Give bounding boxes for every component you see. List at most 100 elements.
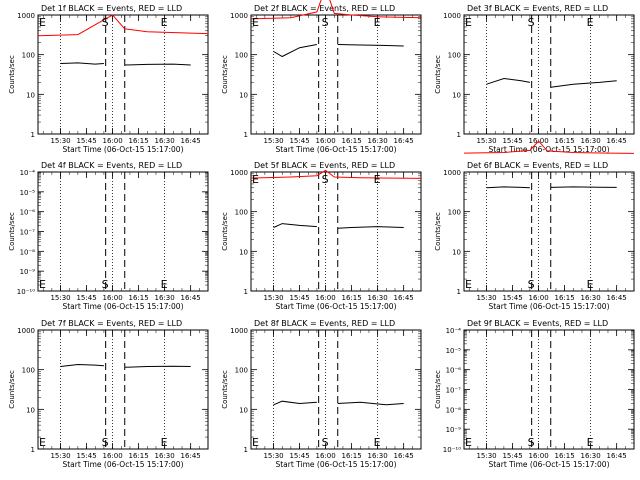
events-series-line — [60, 62, 104, 65]
x-tick-label: 16:30 — [581, 452, 601, 460]
y-tick-label: 100 — [448, 52, 461, 60]
y-tick-label: 100 — [448, 209, 461, 217]
x-tick-label: 16:15 — [129, 452, 149, 460]
marker-e-start: E — [465, 16, 472, 29]
x-axis-label: Start Time (06-Oct-15 15:17:00) — [275, 302, 396, 311]
panel-title: Det 2f BLACK = Events, RED = LLD — [254, 4, 395, 13]
events-series-line — [124, 365, 191, 368]
plot-frame — [37, 329, 209, 450]
plot-frame — [463, 14, 635, 135]
marker-s: S — [528, 16, 535, 29]
y-tick-label: 1 — [457, 131, 461, 139]
y-axis-label: Counts/sec — [8, 55, 16, 94]
x-tick-label: 16:15 — [342, 137, 362, 145]
marker-e-end: E — [374, 436, 381, 449]
y-axis-label: Counts/sec — [8, 370, 16, 409]
events-series-line — [124, 63, 191, 66]
y-tick-label: 100 — [22, 367, 35, 375]
panel-title: Det 6f BLACK = Events, RED = LLD — [467, 161, 608, 170]
x-tick-label: 16:45 — [394, 452, 414, 460]
marker-e-start: E — [39, 16, 46, 29]
panel-2: Det 2f BLACK = Events, RED = LLD 1 10 100 10… — [221, 0, 422, 154]
panel-7: Det 7f BLACK = Events, RED = LLD 1 10 100 10… — [8, 319, 209, 469]
plot-frame — [250, 14, 422, 135]
y-axis-label: Counts/sec — [221, 55, 229, 94]
marker-s: S — [322, 436, 329, 449]
y-tick-label: 10⁻⁸ — [20, 248, 36, 256]
x-tick-label: 16:45 — [607, 452, 627, 460]
x-tick-label: 16:30 — [368, 137, 388, 145]
marker-e-end: E — [374, 16, 381, 29]
y-axis-label: Counts/sec — [221, 212, 229, 251]
events-series-line — [550, 186, 617, 188]
y-tick-label: 10⁻⁷ — [446, 387, 462, 395]
panel-title: Det 3f BLACK = Events, RED = LLD — [467, 4, 608, 13]
marker-e-end: E — [587, 278, 594, 291]
events-series-line — [337, 44, 404, 47]
y-tick-label: 100 — [235, 367, 248, 375]
y-tick-label: 10⁻¹⁰ — [17, 288, 35, 296]
panel-1: Det 1f BLACK = Events, RED = LLD 1 10 100 10… — [8, 4, 209, 154]
y-tick-label: 10⁻⁴ — [20, 169, 36, 177]
x-axis-label: Start Time (06-Oct-15 15:17:00) — [62, 302, 183, 311]
x-tick-label: 16:30 — [155, 294, 175, 302]
y-tick-label: 10 — [452, 91, 461, 99]
x-tick-label: 16:15 — [342, 294, 362, 302]
y-tick-label: 10 — [26, 406, 35, 414]
events-series-line — [337, 226, 404, 229]
marker-e-end: E — [587, 16, 594, 29]
y-tick-label: 1000 — [443, 169, 461, 177]
x-tick-label: 15:30 — [263, 137, 283, 145]
x-tick-label: 15:30 — [50, 294, 70, 302]
panel-title: Det 8f BLACK = Events, RED = LLD — [254, 319, 395, 328]
y-tick-label: 1000 — [230, 12, 248, 20]
y-tick-label: 10⁻⁴ — [446, 327, 462, 335]
events-series-line — [486, 186, 530, 189]
x-tick-label: 15:30 — [263, 452, 283, 460]
plot-frame — [463, 329, 635, 450]
x-tick-label: 16:15 — [342, 452, 362, 460]
marker-e-start: E — [252, 16, 259, 29]
panel-9: Det 9f BLACK = Events, RED = LLD 10⁻¹⁰ 10⁻… — [434, 319, 635, 469]
x-tick-label: 15:45 — [76, 137, 96, 145]
events-series-line — [273, 223, 317, 228]
marker-s: S — [102, 16, 109, 29]
x-tick-label: 16:30 — [368, 294, 388, 302]
marker-e-start: E — [252, 173, 259, 186]
events-series-line — [337, 401, 404, 406]
marker-s: S — [102, 436, 109, 449]
y-tick-label: 100 — [235, 52, 248, 60]
panel-title: Det 1f BLACK = Events, RED = LLD — [41, 4, 182, 13]
y-tick-label: 10 — [239, 91, 248, 99]
panel-3: Det 3f BLACK = Events, RED = LLD 1 10 100 10… — [434, 4, 635, 154]
y-tick-label: 1 — [457, 288, 461, 296]
marker-e-start: E — [465, 278, 472, 291]
y-tick-label: 1 — [244, 131, 248, 139]
x-tick-label: 15:45 — [502, 137, 522, 145]
x-tick-label: 16:45 — [607, 137, 627, 145]
x-tick-label: 16:15 — [129, 294, 149, 302]
x-tick-label: 16:00 — [528, 452, 548, 460]
y-tick-label: 1000 — [443, 12, 461, 20]
panel-5: Det 5f BLACK = Events, RED = LLD 1 10 100 10… — [221, 161, 422, 311]
x-tick-label: 16:30 — [155, 137, 175, 145]
x-tick-label: 15:45 — [289, 294, 309, 302]
x-axis-label: Start Time (06-Oct-15 15:17:00) — [62, 145, 183, 154]
x-tick-label: 16:15 — [555, 294, 575, 302]
y-tick-label: 10⁻⁵ — [446, 347, 462, 355]
y-tick-label: 10 — [239, 406, 248, 414]
x-tick-label: 15:30 — [476, 137, 496, 145]
marker-e-end: E — [587, 436, 594, 449]
plot-frame — [463, 171, 635, 292]
y-tick-label: 10⁻⁵ — [20, 189, 36, 197]
y-tick-label: 1 — [31, 131, 35, 139]
x-tick-label: 16:45 — [394, 137, 414, 145]
lld-series-line — [250, 0, 422, 20]
plot-frame — [250, 329, 422, 450]
y-tick-label: 10 — [239, 248, 248, 256]
y-tick-label: 1000 — [230, 327, 248, 335]
x-tick-label: 16:00 — [315, 294, 335, 302]
y-axis-label: Counts/sec — [434, 212, 442, 251]
plot-frame — [37, 171, 209, 292]
x-tick-label: 16:30 — [581, 294, 601, 302]
